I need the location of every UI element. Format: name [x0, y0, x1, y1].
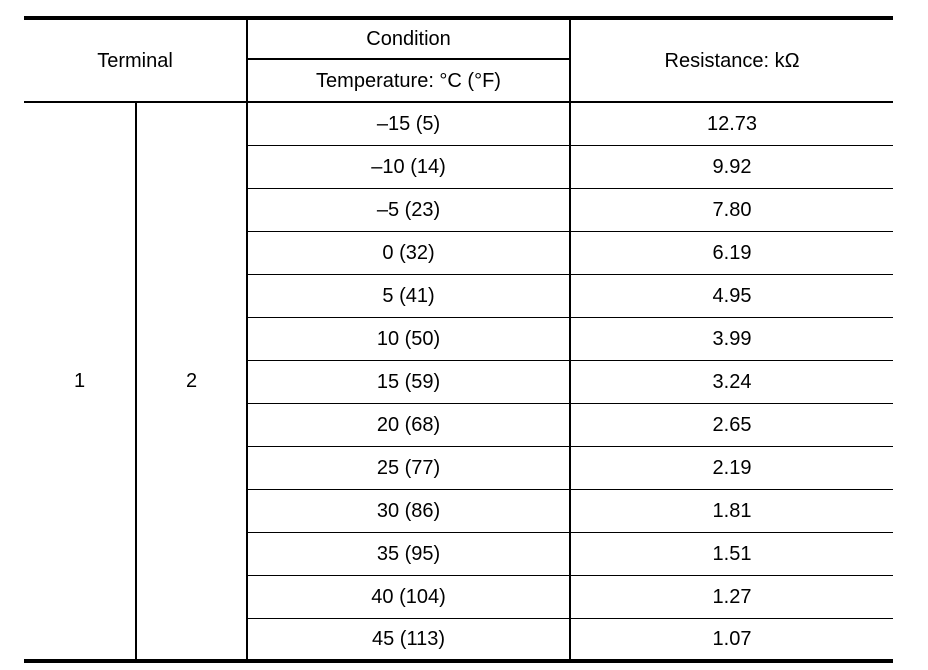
resistance-cell: 7.80: [570, 188, 894, 232]
temperature-cell: 20 (68): [247, 403, 572, 447]
temperature-cell: 5 (41): [247, 274, 572, 318]
header-temperature: Temperature: °C (°F): [247, 59, 572, 103]
resistance-cell: 1.07: [712, 627, 752, 650]
resistance-cell: 3.24: [570, 360, 894, 404]
table-row: 40 (104) 1.27: [24, 575, 894, 619]
temperature-cell: –5 (23): [247, 188, 572, 232]
resistance-cell: 4.95: [570, 274, 894, 318]
header-terminal: Terminal: [24, 18, 249, 103]
table-row: 10 (50) 3.99: [24, 317, 894, 361]
table-row: –10 (14) 9.92: [24, 145, 894, 189]
resistance-cell: 2.65: [570, 403, 894, 447]
terminal-2-cell: 2: [136, 102, 249, 661]
temperature-cell: 45 (113): [247, 618, 572, 661]
temperature-cell: 35 (95): [247, 532, 572, 576]
table-row: 45 (113) 1.07: [24, 618, 893, 661]
table-row: 35 (95) 1.51: [24, 532, 894, 576]
temperature-cell: 0 (32): [247, 231, 572, 275]
resistance-cell: 1.51: [570, 532, 894, 576]
temperature-cell: –15 (5): [247, 102, 572, 146]
table-row: 15 (59) 3.24: [24, 360, 894, 404]
table-row: 30 (86) 1.81: [24, 489, 894, 533]
header-condition: Condition: [247, 18, 572, 60]
resistance-cell: 1.81: [570, 489, 894, 533]
terminal-1-cell: 1: [24, 102, 137, 661]
resistance-spec-table: Terminal Condition Resistance: kΩ Temper…: [24, 16, 894, 663]
table-row: 25 (77) 2.19: [24, 446, 894, 490]
resistance-cell: 2.19: [570, 446, 894, 490]
temperature-cell: 15 (59): [247, 360, 572, 404]
table-row: 5 (41) 4.95: [24, 274, 894, 318]
resistance-cell: 6.19: [570, 231, 894, 275]
temperature-cell: 30 (86): [247, 489, 572, 533]
resistance-cell: 3.99: [570, 317, 894, 361]
table-row: 0 (32) 6.19: [24, 231, 894, 275]
header-resistance: Resistance: kΩ: [570, 18, 894, 103]
temperature-cell: 10 (50): [247, 317, 572, 361]
temperature-cell: 40 (104): [247, 575, 572, 619]
resistance-cell: 12.73: [570, 102, 894, 146]
resistance-cell: 9.92: [570, 145, 894, 189]
temperature-cell: –10 (14): [247, 145, 572, 189]
table-row: –5 (23) 7.80: [24, 188, 894, 232]
temperature-cell: 25 (77): [247, 446, 572, 490]
table-row: 20 (68) 2.65: [24, 403, 894, 447]
resistance-cell: 1.27: [570, 575, 894, 619]
table-row: 1 2 –15 (5) 12.73: [24, 102, 894, 661]
